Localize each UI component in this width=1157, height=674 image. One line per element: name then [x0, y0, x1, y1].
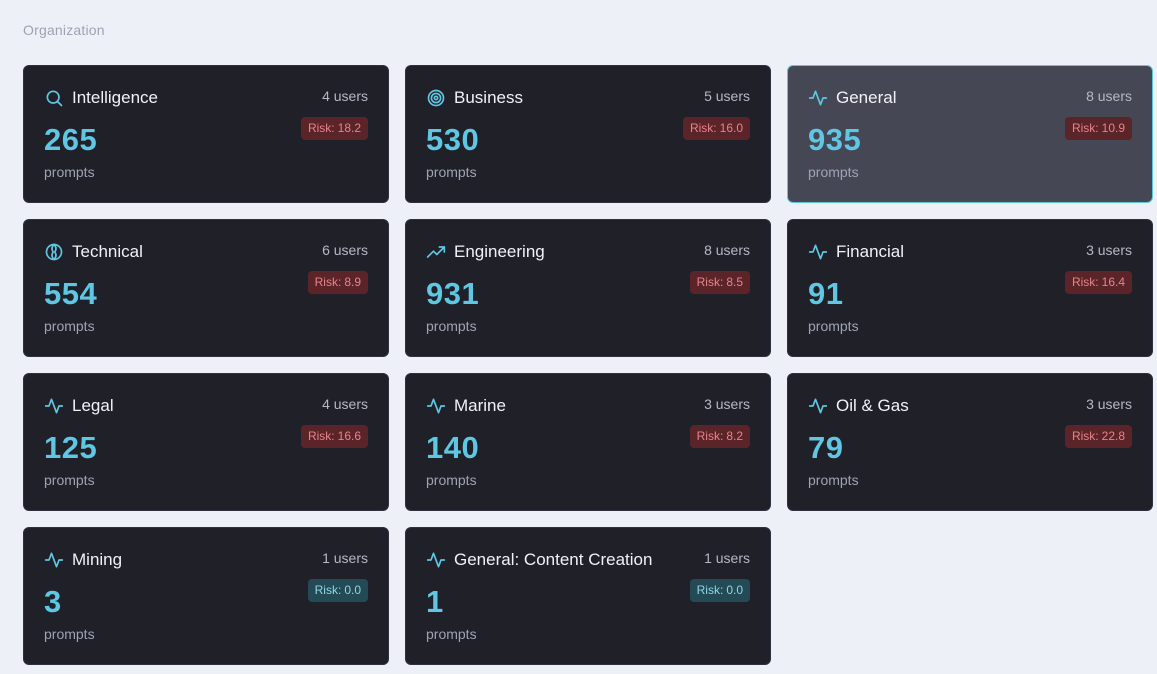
department-card[interactable]: Intelligence 4 users 265 prompts Risk: 18… [23, 65, 389, 203]
user-count: 6 users [322, 242, 368, 258]
activity-icon [44, 396, 64, 416]
card-title: General: Content Creation [454, 550, 653, 569]
activity-icon [808, 396, 828, 416]
prompt-count: 530 [426, 122, 480, 157]
risk-badge: Risk: 22.8 [1064, 425, 1132, 448]
card-title: General [836, 88, 897, 107]
user-count: 8 users [704, 242, 750, 258]
user-count: 3 users [1086, 396, 1132, 412]
department-card[interactable]: General: Content Creation 1 users 1 prom… [405, 527, 771, 665]
prompt-count: 265 [44, 122, 98, 157]
prompt-unit: prompts [44, 626, 95, 642]
prompt-count: 931 [426, 276, 480, 311]
user-count: 4 users [322, 88, 368, 104]
card-title: Financial [836, 242, 905, 261]
department-card[interactable]: Legal 4 users 125 prompts Risk: 16.6 [23, 373, 389, 511]
risk-badge: Risk: 18.2 [300, 117, 368, 140]
risk-badge: Risk: 16.0 [682, 117, 750, 140]
risk-badge: Risk: 16.6 [300, 425, 368, 448]
prompt-count: 3 [44, 584, 62, 619]
activity-icon [426, 550, 446, 570]
brain-icon [44, 242, 64, 262]
department-card[interactable]: Marine 3 users 140 prompts Risk: 8.2 [405, 373, 771, 511]
user-count: 3 users [704, 396, 750, 412]
prompt-unit: prompts [808, 472, 859, 488]
card-title: Technical [72, 242, 143, 261]
department-card[interactable]: Engineering 8 users 931 prompts Risk: 8.5 [405, 219, 771, 357]
prompt-count: 1 [426, 584, 444, 619]
risk-badge: Risk: 8.9 [307, 271, 368, 294]
prompt-unit: prompts [44, 318, 95, 334]
department-grid: Intelligence 4 users 265 prompts Risk: 18… [23, 65, 1153, 665]
user-count: 1 users [704, 550, 750, 566]
risk-badge: Risk: 0.0 [307, 579, 368, 602]
user-count: 3 users [1086, 242, 1132, 258]
prompt-count: 554 [44, 276, 98, 311]
prompt-count: 79 [808, 430, 844, 465]
risk-badge: Risk: 16.4 [1064, 271, 1132, 294]
card-title: Oil & Gas [836, 396, 909, 415]
user-count: 1 users [322, 550, 368, 566]
department-card[interactable]: Mining 1 users 3 prompts Risk: 0.0 [23, 527, 389, 665]
prompt-unit: prompts [44, 472, 95, 488]
activity-icon [44, 550, 64, 570]
activity-icon [426, 396, 446, 416]
department-card[interactable]: Financial 3 users 91 prompts Risk: 16.4 [787, 219, 1153, 357]
risk-badge: Risk: 10.9 [1064, 117, 1132, 140]
card-title: Mining [72, 550, 123, 569]
card-title: Intelligence [72, 88, 159, 107]
department-card[interactable]: Business 5 users 530 prompts Risk: 16.0 [405, 65, 771, 203]
user-count: 4 users [322, 396, 368, 412]
search-icon [44, 88, 64, 108]
prompt-unit: prompts [808, 164, 859, 180]
prompt-count: 125 [44, 430, 98, 465]
trending-up-icon [426, 242, 446, 262]
department-card-selected[interactable]: General 8 users 935 prompts Risk: 10.9 [787, 65, 1153, 203]
card-title: Legal [72, 396, 114, 415]
card-title: Engineering [454, 242, 545, 261]
activity-icon [808, 88, 828, 108]
risk-badge: Risk: 8.2 [689, 425, 750, 448]
user-count: 5 users [704, 88, 750, 104]
prompt-count: 140 [426, 430, 480, 465]
target-icon [426, 88, 446, 108]
activity-icon [808, 242, 828, 262]
risk-badge: Risk: 8.5 [689, 271, 750, 294]
card-title: Business [454, 88, 523, 107]
risk-badge: Risk: 0.0 [689, 579, 750, 602]
prompt-unit: prompts [808, 318, 859, 334]
prompt-unit: prompts [426, 472, 477, 488]
user-count: 8 users [1086, 88, 1132, 104]
card-title: Marine [454, 396, 506, 415]
prompt-count: 91 [808, 276, 844, 311]
prompt-unit: prompts [44, 164, 95, 180]
department-card[interactable]: Oil & Gas 3 users 79 prompts Risk: 22.8 [787, 373, 1153, 511]
section-label: Organization [23, 22, 105, 38]
prompt-unit: prompts [426, 318, 477, 334]
prompt-count: 935 [808, 122, 862, 157]
prompt-unit: prompts [426, 626, 477, 642]
prompt-unit: prompts [426, 164, 477, 180]
department-card[interactable]: Technical 6 users 554 prompts Risk: 8.9 [23, 219, 389, 357]
